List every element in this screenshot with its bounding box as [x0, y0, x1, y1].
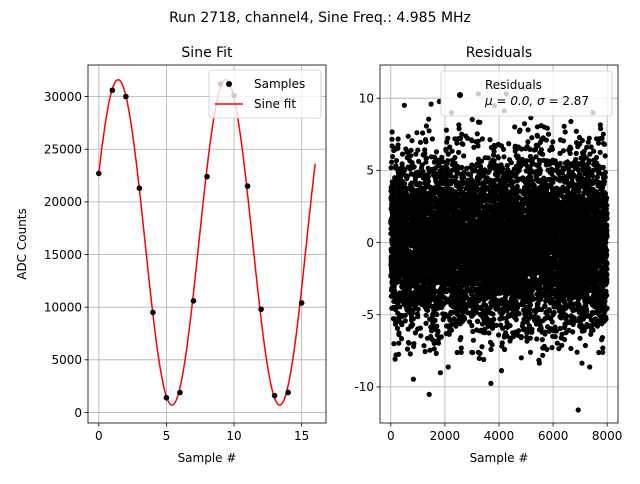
sine-fit-ylabel: ADC Counts [15, 208, 29, 280]
sine-fit-xtick-label: 15 [294, 429, 309, 443]
sine-fit-legend-box [208, 69, 322, 119]
sine-fit-xtick-label: 5 [163, 429, 171, 443]
residuals-xtick-label: 0 [387, 429, 395, 443]
sample-point [204, 173, 210, 180]
sine-fit-xlabel: Sample # [178, 451, 237, 465]
sine-fit-xtick-label: 0 [95, 429, 103, 443]
residuals-xtick-label: 2000 [430, 429, 461, 443]
sample-point [177, 389, 183, 396]
sine-fit-plot-area [88, 65, 326, 423]
sine-fit-legend: Samples Sine fit [208, 69, 322, 119]
sample-point [190, 298, 197, 304]
residuals-ytick-label: -10 [354, 380, 374, 394]
sample-point [123, 93, 129, 100]
sine-fit-ytick-label: 5000 [51, 353, 82, 367]
sample-point [163, 394, 170, 401]
legend-residuals-marker [457, 92, 463, 98]
residuals-legend-box [440, 70, 613, 117]
sample-point [109, 87, 116, 94]
residuals-panel: Residuals 0 2000 4000 6000 8000 -10 -5 0 5 10 Sa… [354, 45, 622, 465]
sample-point [285, 389, 291, 396]
residuals-ytick-label: -5 [362, 308, 374, 322]
legend-sine-fit-label: Sine fit [254, 97, 296, 111]
sine-fit-line [98, 78, 316, 406]
sample-point [150, 309, 156, 316]
sine-fit-ytick-label: 30000 [44, 90, 82, 104]
sine-fit-ytick-label: 25000 [44, 143, 82, 157]
legend-residuals-stats: μ = 0.0, σ = 2.87 [484, 94, 589, 108]
residuals-xtick-label: 6000 [538, 429, 569, 443]
residuals-xlabel: Sample # [470, 451, 529, 465]
sample-point [271, 392, 278, 399]
sine-fit-xtick-label: 10 [226, 429, 241, 443]
sample-point [244, 183, 251, 189]
residuals-title: Residuals [466, 45, 532, 61]
residuals-ytick-label: 0 [366, 236, 374, 250]
legend-samples-marker [226, 81, 232, 87]
sine-fit-ytick-label: 15000 [44, 248, 82, 262]
figure-suptitle: Run 2718, channel4, Sine Freq.: 4.985 MH… [169, 10, 471, 26]
residual-points [388, 91, 610, 413]
sample-point [136, 185, 143, 191]
residuals-xtick-label: 4000 [484, 429, 515, 443]
sine-fit-ytick-label: 0 [74, 406, 82, 420]
sample-point [298, 300, 305, 306]
sample-point [258, 306, 264, 313]
residuals-axes-frame [379, 64, 619, 424]
legend-residuals-label: Residuals [485, 78, 542, 92]
residuals-ytick-label: 5 [366, 164, 374, 178]
sine-fit-ytick-label: 20000 [44, 195, 82, 209]
sine-fit-ytick-label: 10000 [44, 300, 82, 314]
sample-point [96, 170, 102, 177]
residuals-ytick-label: 10 [359, 92, 374, 106]
residuals-legend: Residuals μ = 0.0, σ = 2.87 [440, 70, 613, 117]
sine-fit-title: Sine Fit [181, 45, 233, 61]
sine-fit-axes-frame [87, 64, 327, 424]
sine-fit-panel: Sine Fit 0 5 10 15 0 5000 10000 15000 20000 2500… [15, 45, 327, 465]
residuals-xtick-label: 8000 [592, 429, 623, 443]
legend-samples-label: Samples [254, 77, 305, 91]
